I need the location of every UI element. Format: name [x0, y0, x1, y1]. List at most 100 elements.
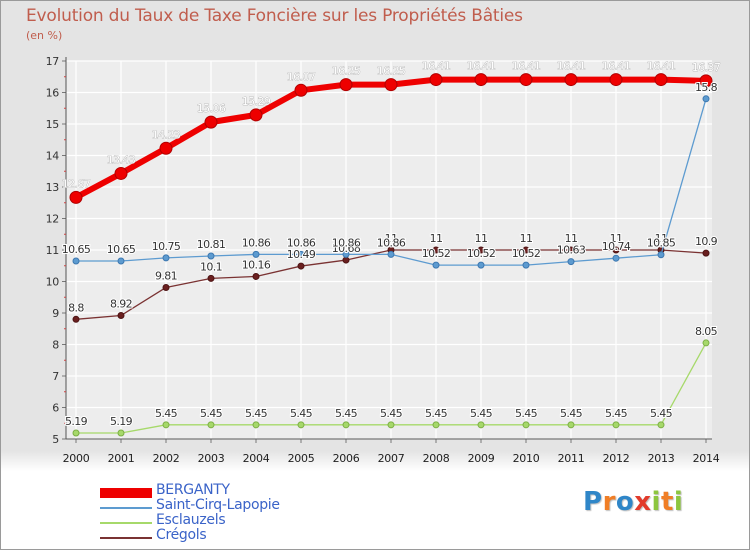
data-label-berganty: 16.41 [467, 60, 496, 73]
proxiti-logo: Proxiti [583, 487, 683, 517]
data-label-berganty: 16.25 [332, 65, 361, 78]
logo-letter: t [660, 487, 674, 517]
point-saint-cirq-lapopie [387, 250, 395, 258]
x-tick-label: 2005 [288, 452, 315, 465]
legend: BERGANTY Saint-Cirq-Lapopie Esclauzels C… [100, 482, 340, 545]
x-tick-label: 2014 [693, 452, 720, 465]
point-saint-cirq-lapopie [252, 250, 260, 258]
data-label-esclauzels: 5.45 [560, 407, 583, 420]
point-saint-cirq-lapopie [117, 257, 125, 265]
point-esclauzels [342, 421, 350, 429]
data-label-cregols: 11 [565, 232, 578, 245]
point-berganty [294, 83, 308, 97]
point-esclauzels [567, 421, 575, 429]
point-esclauzels [207, 421, 215, 429]
data-label-cregols: 8.8 [68, 301, 84, 314]
legend-label: Esclauzels [156, 512, 226, 528]
logo-letter: r [602, 487, 616, 517]
point-esclauzels [522, 421, 530, 429]
data-label-berganty: 16.41 [557, 60, 586, 73]
x-tick-label: 2002 [153, 452, 180, 465]
y-tick-label: 6 [52, 402, 59, 415]
x-tick-label: 2007 [378, 452, 405, 465]
data-label-cregols: 10.9 [695, 235, 718, 248]
data-label-saint-cirq-lapopie: 10.52 [422, 247, 451, 260]
data-label-saint-cirq-lapopie: 10.86 [242, 236, 271, 249]
point-cregols [117, 312, 125, 320]
point-esclauzels [252, 421, 260, 429]
data-label-cregols: 11 [610, 232, 623, 245]
point-esclauzels [297, 421, 305, 429]
data-label-saint-cirq-lapopie: 10.65 [62, 243, 91, 256]
point-esclauzels [657, 421, 665, 429]
chart-title: Evolution du Taux de Taxe Foncière sur l… [26, 6, 523, 26]
x-tick-label: 2008 [423, 452, 450, 465]
x-tick-label: 2013 [648, 452, 675, 465]
point-cregols [432, 246, 440, 254]
data-label-berganty: 14.23 [152, 128, 181, 141]
data-label-saint-cirq-lapopie: 10.86 [332, 236, 361, 249]
point-esclauzels [117, 429, 125, 437]
data-label-berganty: 16.41 [602, 60, 631, 73]
logo-letter: i [651, 487, 661, 517]
point-saint-cirq-lapopie [432, 261, 440, 269]
legend-item-berganty: BERGANTY [100, 482, 340, 500]
logo-letter: i [673, 487, 684, 517]
data-label-esclauzels: 5.19 [110, 415, 133, 428]
x-tick-label: 2003 [198, 452, 225, 465]
y-tick-label: 9 [52, 307, 59, 320]
data-label-saint-cirq-lapopie: 15.8 [695, 81, 718, 94]
legend-swatch [100, 537, 152, 539]
point-cregols [252, 272, 260, 280]
legend-label: Saint-Cirq-Lapopie [156, 497, 280, 513]
point-berganty [699, 74, 713, 88]
point-cregols [207, 274, 215, 282]
data-label-esclauzels: 5.45 [200, 407, 223, 420]
point-saint-cirq-lapopie [657, 251, 665, 259]
y-tick-label: 13 [46, 181, 60, 194]
data-label-esclauzels: 5.45 [155, 407, 178, 420]
data-label-berganty: 13.43 [107, 153, 136, 166]
data-label-cregols: 10.68 [332, 242, 361, 255]
legend-label: BERGANTY [156, 482, 230, 498]
point-saint-cirq-lapopie [702, 95, 710, 103]
point-cregols [72, 315, 80, 323]
point-esclauzels [702, 339, 710, 347]
point-berganty [114, 166, 128, 180]
point-saint-cirq-lapopie [522, 261, 530, 269]
data-label-berganty: 16.41 [512, 60, 541, 73]
point-cregols [567, 246, 575, 254]
data-label-saint-cirq-lapopie: 10.85 [647, 237, 676, 250]
data-label-berganty: 16.37 [692, 61, 721, 74]
x-tick-label: 2011 [558, 452, 585, 465]
data-label-esclauzels: 5.45 [380, 407, 403, 420]
legend-swatch [100, 507, 152, 509]
data-label-berganty: 16.07 [287, 70, 316, 83]
data-label-saint-cirq-lapopie: 10.86 [287, 236, 316, 249]
data-label-cregols: 8.92 [110, 298, 132, 311]
data-label-esclauzels: 5.45 [650, 407, 673, 420]
point-cregols [702, 249, 710, 257]
data-label-saint-cirq-lapopie: 10.75 [152, 240, 181, 253]
point-berganty [204, 115, 218, 129]
x-tick-label: 2012 [603, 452, 630, 465]
data-label-esclauzels: 5.45 [335, 407, 358, 420]
point-cregols [612, 246, 620, 254]
legend-item-cregols: Crégols [100, 527, 340, 545]
point-berganty [519, 73, 533, 87]
data-label-saint-cirq-lapopie: 10.52 [512, 247, 541, 260]
y-tick-label: 14 [46, 150, 60, 163]
point-esclauzels [72, 429, 80, 437]
data-label-saint-cirq-lapopie: 10.81 [197, 238, 226, 251]
y-tick-label: 5 [52, 433, 59, 446]
logo-letter: o [615, 487, 635, 517]
data-label-saint-cirq-lapopie: 10.65 [107, 243, 136, 256]
x-tick-label: 2004 [243, 452, 270, 465]
data-label-cregols: 11 [430, 232, 443, 245]
point-saint-cirq-lapopie [72, 257, 80, 265]
data-label-esclauzels: 8.05 [695, 325, 718, 338]
point-esclauzels [162, 421, 170, 429]
point-saint-cirq-lapopie [612, 254, 620, 262]
data-label-esclauzels: 5.45 [515, 407, 538, 420]
chart-subtitle: (en %) [26, 29, 63, 42]
